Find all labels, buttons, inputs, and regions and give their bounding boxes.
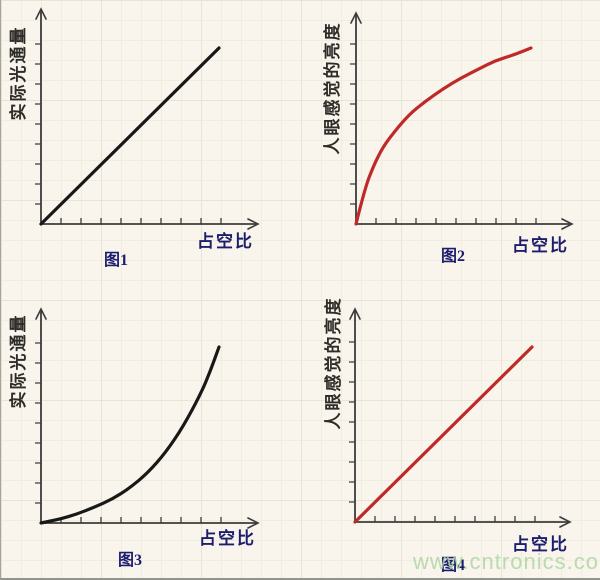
site-watermark: www.cntronics.com [413,549,600,574]
figure-4-curve [353,345,534,524]
figure-2-axis-arrowheads [350,11,574,230]
fig4-caption: 图4 [441,557,466,574]
figure-4-axis-ticks [349,341,536,522]
fig1-x-axis-label: 占空比 [197,232,254,251]
fig2-y-axis-label: 人眼感觉的亮度 [323,21,342,155]
fig1-y-axis-label: 实际光通量 [9,25,28,121]
figure-2-axis-ticks [350,43,537,224]
figure-1-curve [39,46,221,226]
figure-2-axes [355,14,571,225]
figure-3-axes [40,310,257,524]
figure-4-axes [354,310,569,523]
fig2-x-axis-label: 占空比 [512,236,569,255]
figure-2-plot [350,11,574,230]
fig3-caption: 图3 [118,552,143,569]
figure-3-curve [39,345,221,525]
figure-1-axis-ticks [35,43,222,224]
figure-4-axis-arrowheads [349,307,572,528]
figure-3-axis-arrowheads [35,307,260,529]
figure-3-axis-ticks [35,342,222,523]
fig3-x-axis-label: 占空比 [199,529,256,548]
figure-1-axis-arrowheads [35,7,260,230]
fig4-x-axis-label: 占空比 [512,535,569,554]
figure-2-curve [354,46,533,226]
fig3-y-axis-label: 实际光通量 [9,313,28,409]
fig2-caption: 图2 [441,248,466,265]
figure-3-plot [35,307,260,529]
fig1-caption: 图1 [104,252,129,269]
fig4-y-axis-label: 人眼感觉的亮度 [324,296,343,430]
figure-1-plot [35,7,260,230]
figure-4-plot [349,307,572,528]
